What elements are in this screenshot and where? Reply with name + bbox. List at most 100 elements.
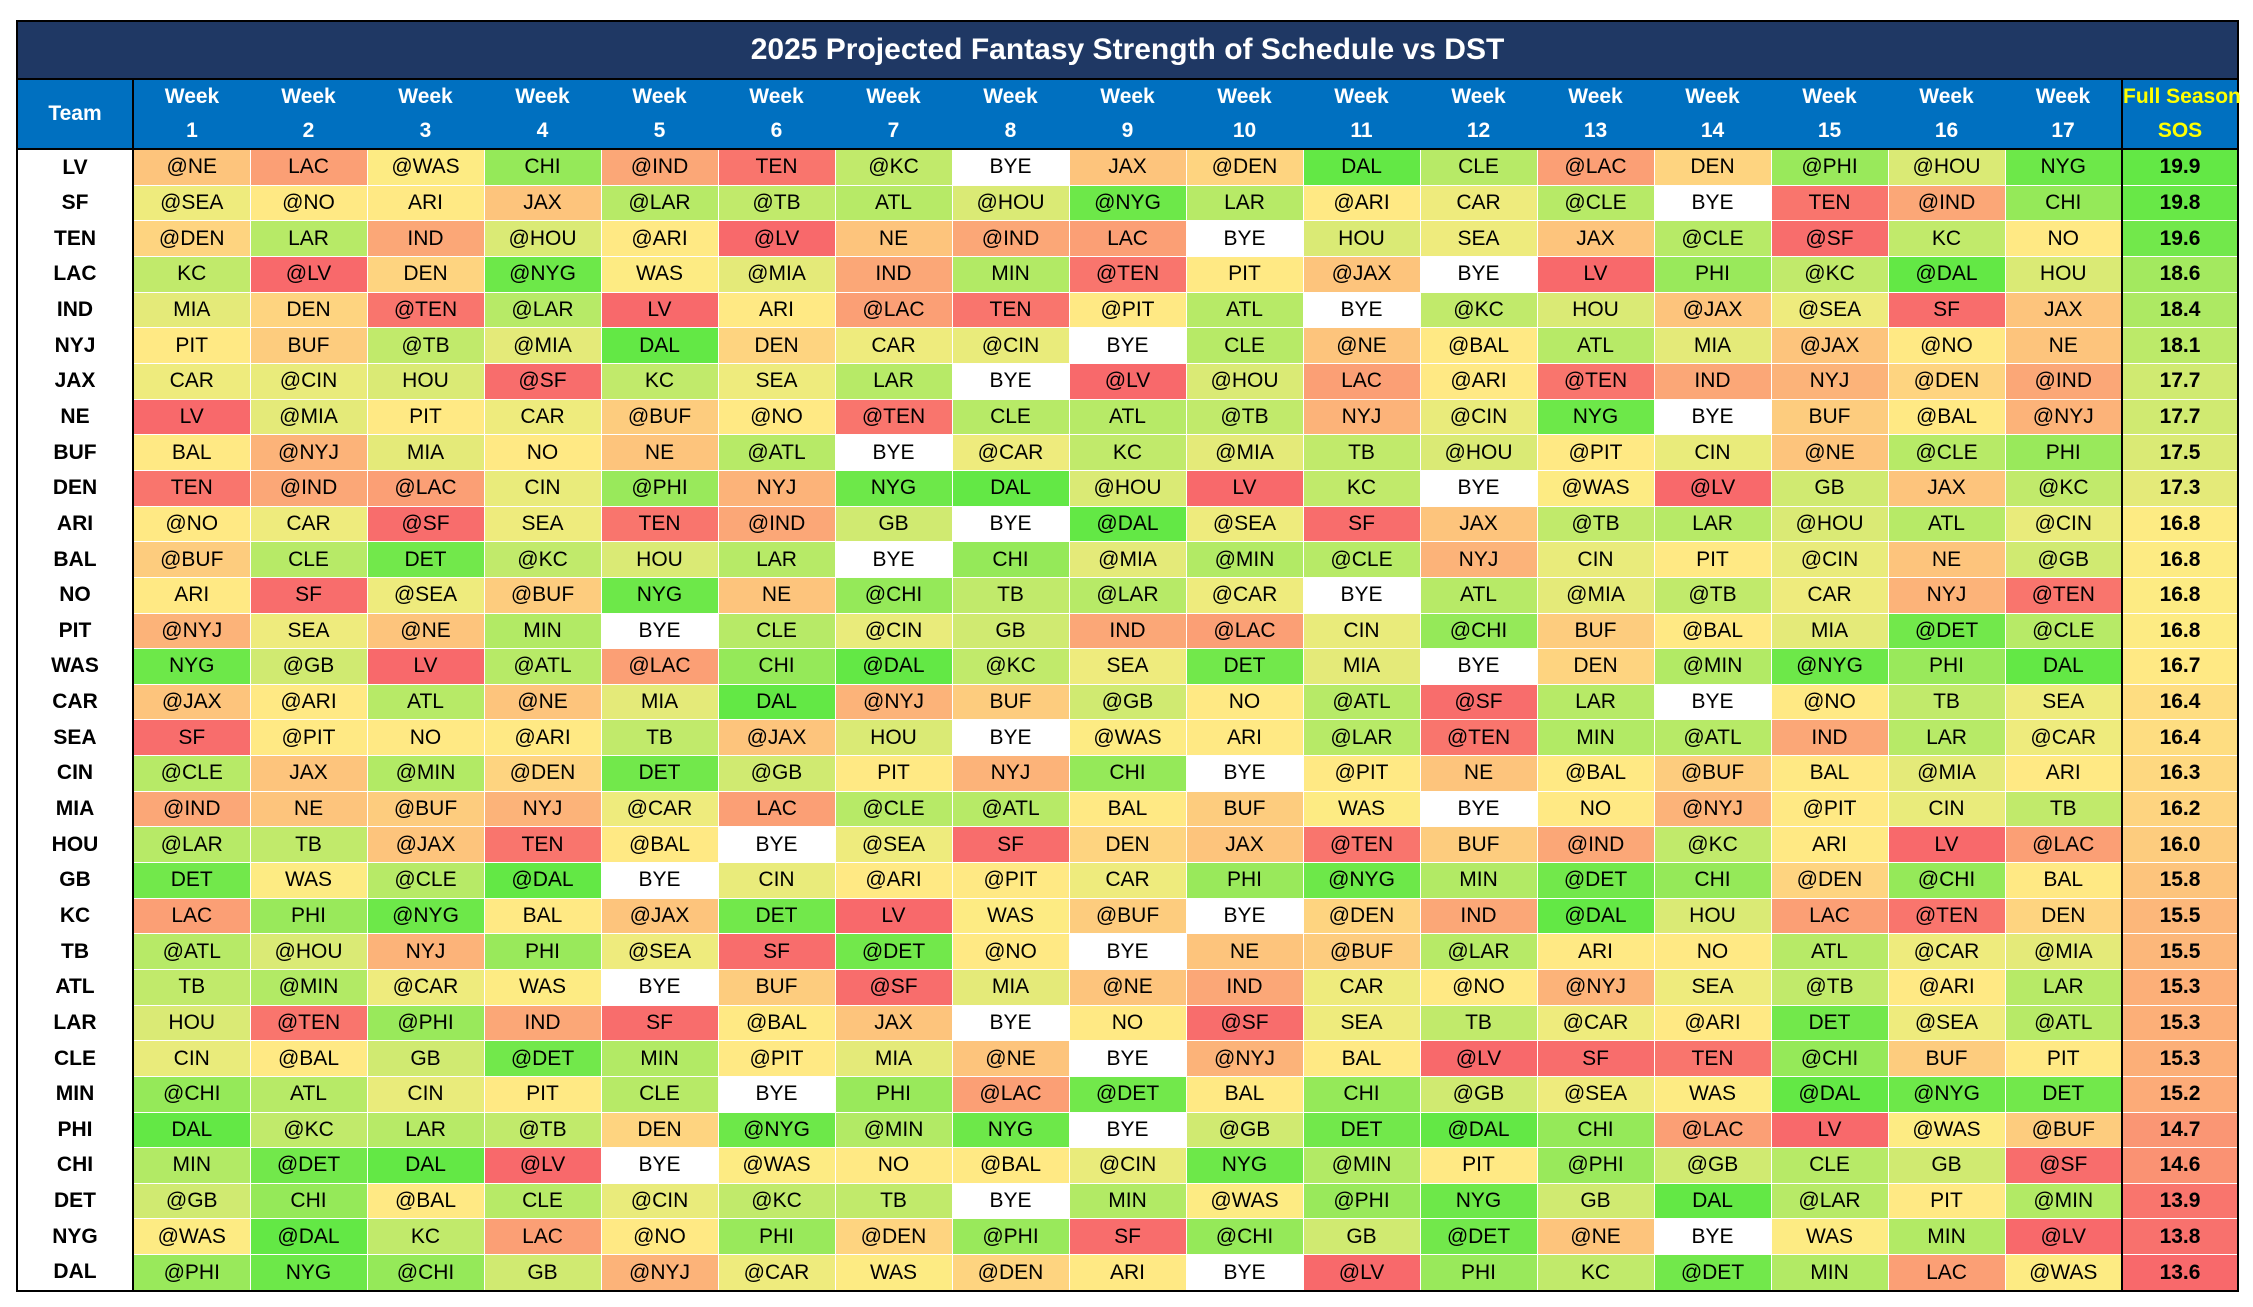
opponent-cell: LV — [1770, 1111, 1889, 1149]
opponent-cell: MIN — [483, 612, 602, 650]
opponent-cell: WAS — [834, 1254, 953, 1293]
opponent-cell: @BUF — [2004, 1111, 2123, 1149]
opponent-cell: ARI — [132, 576, 251, 614]
opponent-cell: BYE — [600, 1147, 719, 1184]
opponent-cell: TEN — [1653, 1040, 1772, 1077]
season-sos-value: 15.3 — [2120, 968, 2240, 1006]
opponent-cell: KC — [1887, 220, 2006, 258]
team-name: IND — [16, 292, 134, 328]
opponent-cell: HOU — [1536, 291, 1655, 329]
season-sos-value: 19.9 — [2120, 148, 2240, 186]
opponent-cell: CLE — [951, 398, 1070, 436]
team-name: BUF — [16, 434, 134, 471]
season-sos-value: 16.7 — [2120, 648, 2240, 685]
table-row: WAS NYG @GB LV @ATL @LAC CHI @DAL @KC SEA DET MIA BY… — [16, 648, 2240, 685]
opponent-cell: NYJ — [1419, 541, 1538, 578]
opponent-cell: @PIT — [951, 862, 1070, 899]
opponent-cell: @MIA — [1068, 541, 1187, 578]
opponent-cell: @BAL — [1653, 612, 1772, 650]
opponent-cell: NE — [249, 790, 368, 828]
opponent-cell: PIT — [1185, 256, 1304, 293]
opponent-cell: BYE — [951, 505, 1070, 543]
table-row: LAC KC @LV DEN @NYG WAS @MIA IND MIN @TEN PIT @JAX B… — [16, 256, 2240, 293]
opponent-cell: MIA — [366, 434, 485, 471]
opponent-cell: @ATL — [951, 790, 1070, 828]
opponent-cell: LAR — [366, 1111, 485, 1149]
opponent-cell: LAR — [1185, 184, 1304, 222]
opponent-cell: HOU — [2004, 256, 2123, 293]
opponent-cell: @DEN — [1770, 862, 1889, 899]
opponent-cell: @MIA — [717, 256, 836, 293]
opponent-cell: TEN — [483, 826, 602, 864]
opponent-cell: CIN — [1887, 790, 2006, 828]
opponent-cell: DAL — [717, 683, 836, 721]
opponent-cell: CLE — [249, 541, 368, 578]
opponent-cell: @CAR — [1185, 576, 1304, 614]
opponent-cell: WAS — [249, 862, 368, 899]
opponent-cell: @SF — [2004, 1147, 2123, 1184]
season-sos-value: 16.8 — [2120, 505, 2240, 543]
opponent-cell: DEN — [366, 256, 485, 293]
opponent-cell: NYG — [951, 1111, 1070, 1149]
opponent-cell: BYE — [600, 968, 719, 1006]
team-name: CHI — [16, 1147, 134, 1184]
opponent-cell: @KC — [249, 1111, 368, 1149]
opponent-cell: SF — [717, 933, 836, 970]
opponent-cell: MIA — [600, 683, 719, 721]
opponent-cell: DET — [132, 862, 251, 899]
opponent-cell: @BUF — [600, 398, 719, 436]
season-sos-value: 16.8 — [2120, 576, 2240, 614]
opponent-cell: CIN — [1536, 541, 1655, 578]
opponent-cell: @CHI — [1419, 612, 1538, 650]
table-row: NO ARI SF @SEA @BUF NYG NE @CHI TB @LAR @CAR BYE ATL… — [16, 576, 2240, 614]
opponent-cell: @LV — [1068, 363, 1187, 400]
table-row: TB @ATL @HOU NYJ PHI @SEA SF @DET @NO BYE NE @BUF @L… — [16, 933, 2240, 970]
opponent-cell: @BUF — [366, 790, 485, 828]
opponent-cell: CLE — [600, 1075, 719, 1113]
opponent-cell: @KC — [717, 1182, 836, 1220]
season-sos-value: 17.3 — [2120, 469, 2240, 507]
opponent-cell: PHI — [1887, 648, 2006, 685]
opponent-cell: @LAC — [1653, 1111, 1772, 1149]
opponent-cell: MIA — [951, 968, 1070, 1006]
opponent-cell: @IND — [951, 220, 1070, 258]
team-name: NE — [16, 399, 134, 435]
opponent-cell: @LAC — [834, 291, 953, 329]
opponent-cell: @CLE — [1302, 541, 1421, 578]
opponent-cell: @JAX — [1653, 291, 1772, 329]
opponent-cell: NYJ — [1770, 363, 1889, 400]
opponent-cell: @MIN — [1302, 1147, 1421, 1184]
opponent-cell: NO — [1653, 933, 1772, 970]
opponent-cell: BYE — [1653, 1218, 1772, 1256]
opponent-cell: @DAL — [1068, 505, 1187, 543]
opponent-cell: @CAR — [2004, 719, 2123, 757]
season-sos-value: 16.3 — [2120, 755, 2240, 792]
team-name: NO — [16, 577, 134, 614]
opponent-cell: MIN — [1068, 1182, 1187, 1220]
opponent-cell: @TB — [717, 184, 836, 222]
opponent-cell: @DAL — [1419, 1111, 1538, 1149]
opponent-cell: @CIN — [951, 327, 1070, 365]
opponent-cell: @LV — [1302, 1254, 1421, 1293]
opponent-cell: @DET — [1419, 1218, 1538, 1256]
team-name: SEA — [16, 719, 134, 756]
opponent-cell: ARI — [1770, 826, 1889, 864]
opponent-cell: SEA — [1302, 1004, 1421, 1042]
opponent-cell: HOU — [366, 363, 485, 400]
opponent-cell: BYE — [834, 541, 953, 578]
opponent-cell: @LAR — [483, 291, 602, 329]
opponent-cell: GB — [951, 612, 1070, 650]
opponent-cell: DEN — [1536, 648, 1655, 685]
team-name: MIN — [16, 1076, 134, 1112]
table-row: NYJ PIT BUF @TB @MIA DAL DEN CAR @CIN BYE CLE @NE @B… — [16, 327, 2240, 365]
opponent-cell: WAS — [1302, 790, 1421, 828]
opponent-cell: BYE — [717, 826, 836, 864]
opponent-cell: PHI — [834, 1075, 953, 1113]
opponent-cell: CHI — [1302, 1075, 1421, 1113]
opponent-cell: KC — [1068, 434, 1187, 471]
opponent-cell: NO — [2004, 220, 2123, 258]
opponent-cell: DEN — [249, 291, 368, 329]
opponent-cell: PIT — [483, 1075, 602, 1113]
opponent-cell: @MIA — [1185, 434, 1304, 471]
opponent-cell: CAR — [132, 363, 251, 400]
